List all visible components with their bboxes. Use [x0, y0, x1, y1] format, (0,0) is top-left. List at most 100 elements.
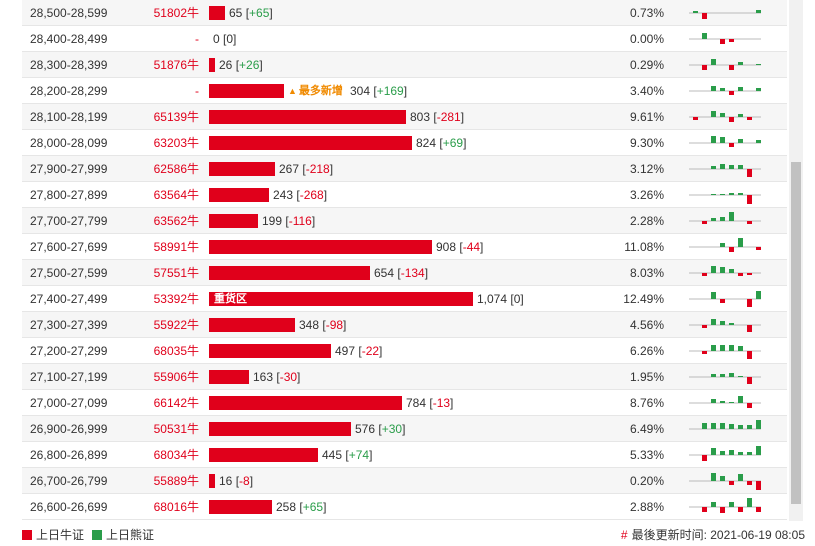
sparkline-bar [720, 194, 725, 195]
sparkline-bar [702, 351, 707, 354]
sparkline-bar [747, 481, 752, 485]
volume-percent: 8.76% [629, 396, 664, 410]
volume-bar [209, 292, 473, 306]
daily-change-sparkline [689, 59, 761, 70]
warrant-code[interactable]: 62586牛 [153, 162, 199, 176]
warrant-code[interactable]: 65139牛 [153, 110, 199, 124]
sparkline-bar [747, 425, 752, 429]
table-row: 28,200-28,299 - ▲ 最多新增 304 [+169] 3.40% [22, 78, 787, 104]
sparkline-bar [738, 87, 743, 91]
sparkline-bar [729, 39, 734, 42]
volume-bar [209, 266, 370, 280]
table-row: 27,700-27,799 63562牛 199 [-116] 2.28% [22, 208, 787, 234]
warrant-code[interactable]: 63562牛 [153, 214, 199, 228]
warrant-code: - [195, 32, 199, 46]
sparkline-bar [747, 169, 752, 177]
sparkline-bar [702, 507, 707, 512]
sparkline-bar [738, 396, 743, 403]
legend-bull-swatch [22, 530, 32, 540]
sparkline-bar [720, 451, 725, 455]
scrollbar[interactable] [789, 0, 803, 521]
warrant-code[interactable]: 55889牛 [153, 474, 199, 488]
price-range: 28,400-28,499 [30, 32, 108, 46]
sparkline-bar [747, 351, 752, 359]
sparkline-bar [729, 143, 734, 147]
price-range: 27,600-27,699 [30, 240, 108, 254]
table-row: 26,900-26,999 50531牛 576 [+30] 6.49% [22, 416, 787, 442]
sparkline-bar [702, 325, 707, 328]
daily-change-sparkline [689, 396, 761, 408]
table-row: 27,200-27,299 68035牛 497 [-22] 6.26% [22, 338, 787, 364]
volume-change: +74 [348, 448, 370, 462]
volume-percent: 1.95% [629, 370, 664, 384]
warrant-code[interactable]: 55922牛 [153, 318, 199, 332]
volume-percent: 5.33% [629, 448, 664, 462]
volume-value: 243 [-268] [273, 188, 328, 202]
sparkline-bar [738, 273, 743, 276]
sparkline-bar [729, 269, 734, 273]
volume-change: -98 [325, 318, 344, 332]
volume-count: 65 [229, 6, 243, 20]
price-range: 27,400-27,499 [30, 292, 108, 306]
sparkline-bar [747, 498, 752, 507]
volume-value: 908 [-44] [436, 240, 484, 254]
warrant-code[interactable]: 66142牛 [153, 396, 199, 410]
volume-bar [209, 500, 272, 514]
legend-bear-swatch [92, 530, 102, 540]
price-range: 28,300-28,399 [30, 58, 108, 72]
price-range: 28,500-28,599 [30, 6, 108, 20]
sparkline-bar [747, 452, 752, 455]
daily-change-sparkline [689, 111, 761, 122]
table-row: 27,300-27,399 55922牛 348 [-98] 4.56% [22, 312, 787, 338]
sparkline-bar [720, 164, 725, 169]
volume-change: +26 [239, 58, 260, 72]
warrant-code[interactable]: 63564牛 [153, 188, 199, 202]
warrant-code[interactable]: 51876牛 [153, 58, 199, 72]
volume-value: 803 [-281] [410, 110, 465, 124]
legend-bull: 上日牛证 [22, 528, 84, 542]
sparkline-bar [702, 273, 707, 276]
warrant-code[interactable]: 51802牛 [153, 6, 199, 20]
sparkline-bar [756, 10, 761, 13]
volume-change: +65 [302, 500, 324, 514]
warrant-code[interactable]: 57551牛 [153, 266, 199, 280]
sparkline-bar [711, 374, 716, 377]
volume-change: -30 [279, 370, 298, 384]
volume-change: -281 [436, 110, 461, 124]
sparkline-bar [693, 11, 698, 13]
volume-value: 445 [+74] [322, 448, 373, 462]
price-range: 28,100-28,199 [30, 110, 108, 124]
table-row: 27,400-27,499 53392牛 重货区 1,074 [0] 12.49% [22, 286, 787, 312]
volume-change: -44 [462, 240, 481, 254]
table-row: 27,600-27,699 58991牛 908 [-44] 11.08% [22, 234, 787, 260]
sparkline-bar [711, 319, 716, 325]
volume-count: 199 [262, 214, 283, 228]
volume-value: 163 [-30] [253, 370, 301, 384]
sparkline-bar [720, 476, 725, 481]
warrant-code[interactable]: 58991牛 [153, 240, 199, 254]
sparkline-bar [747, 195, 752, 204]
volume-change: +169 [376, 84, 404, 98]
warrant-code[interactable]: 68035牛 [153, 344, 199, 358]
warrant-code[interactable]: 68034牛 [153, 448, 199, 462]
warrant-code[interactable]: 55906牛 [153, 370, 199, 384]
scrollbar-thumb[interactable] [791, 162, 801, 504]
volume-percent: 4.56% [629, 318, 664, 332]
table-row: 27,800-27,899 63564牛 243 [-268] 3.26% [22, 182, 787, 208]
warrant-code[interactable]: 50531牛 [153, 422, 199, 436]
volume-percent: 9.61% [629, 110, 664, 124]
sparkline-bar [756, 507, 761, 512]
daily-change-sparkline [689, 212, 761, 224]
sparkline-bar [747, 273, 752, 275]
sparkline-bar [720, 321, 725, 325]
volume-count: 243 [273, 188, 294, 202]
warrant-code[interactable]: 63203牛 [153, 136, 199, 150]
price-range: 27,300-27,399 [30, 318, 108, 332]
daily-change-sparkline [689, 33, 761, 44]
warrant-code[interactable]: 53392牛 [153, 292, 199, 306]
warrant-code[interactable]: 68016牛 [153, 500, 199, 514]
volume-value: 0 [0] [213, 32, 237, 46]
sparkline-bar [720, 374, 725, 377]
price-range: 27,100-27,199 [30, 370, 108, 384]
table-row: 27,000-27,099 66142牛 784 [-13] 8.76% [22, 390, 787, 416]
